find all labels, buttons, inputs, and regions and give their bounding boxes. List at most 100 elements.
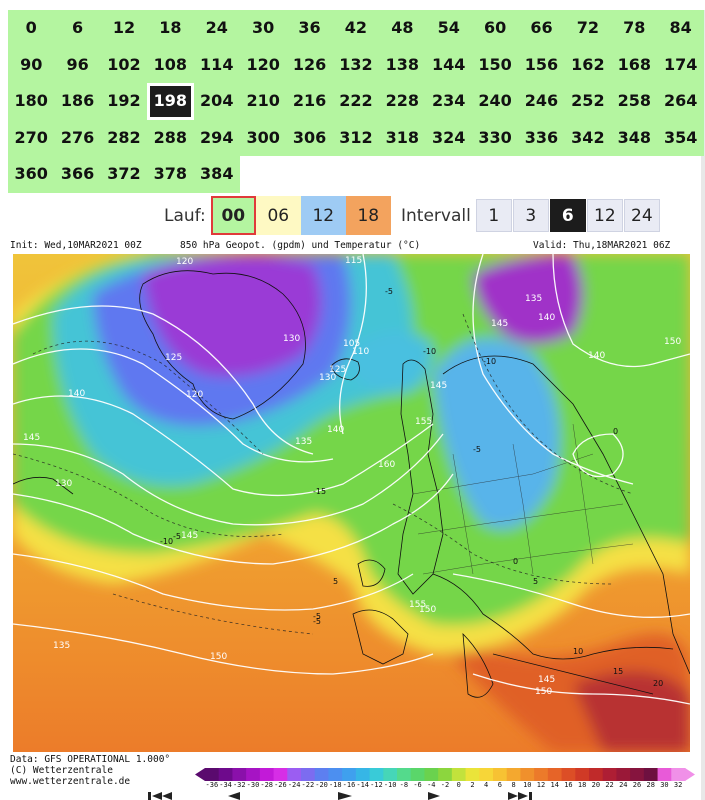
hour-66-button[interactable]: 66 <box>518 10 565 47</box>
hour-60-button[interactable]: 60 <box>471 10 519 47</box>
hour-192-button[interactable]: 192 <box>100 83 148 120</box>
hour-114-button[interactable]: 114 <box>193 46 240 83</box>
geopot-label: 130 <box>319 373 336 383</box>
hour-222-button[interactable]: 222 <box>332 83 380 120</box>
hour-120-button[interactable]: 120 <box>239 46 287 83</box>
hour-366-button[interactable]: 366 <box>54 156 101 193</box>
interval-3-button[interactable]: 3 <box>512 199 549 232</box>
hour-48-button[interactable]: 48 <box>379 10 426 47</box>
hour-102-button[interactable]: 102 <box>100 46 148 83</box>
geopot-label: 135 <box>53 641 70 651</box>
hour-168-button[interactable]: 168 <box>611 46 658 83</box>
run-18-button[interactable]: 18 <box>345 196 391 235</box>
hour-342-button[interactable]: 342 <box>564 119 612 156</box>
hour-36-button[interactable]: 36 <box>286 10 333 47</box>
colorbar-tick: 18 <box>577 781 587 789</box>
data-credit: Data: GFS OPERATIONAL 1.000° (C) Wetterz… <box>10 754 170 787</box>
hour-30-button[interactable]: 30 <box>239 10 287 47</box>
run-06-button[interactable]: 06 <box>255 196 301 235</box>
hour-384-button[interactable]: 384 <box>193 156 240 193</box>
colorbar-tick: -20 <box>315 781 328 789</box>
hour-228-button[interactable]: 228 <box>379 83 426 120</box>
hour-108-button[interactable]: 108 <box>147 46 194 83</box>
next-icon[interactable] <box>428 792 440 800</box>
temp-label: -10 <box>423 347 436 356</box>
interval-24-button[interactable]: 24 <box>623 199 660 232</box>
hour-216-button[interactable]: 216 <box>286 83 333 120</box>
colorbar-tick: 12 <box>536 781 546 789</box>
interval-6-button[interactable]: 6 <box>549 199 586 232</box>
interval-12-button[interactable]: 12 <box>586 199 623 232</box>
hour-306-button[interactable]: 306 <box>286 119 333 156</box>
scrollbar-track[interactable] <box>701 10 705 800</box>
hour-318-button[interactable]: 318 <box>379 119 426 156</box>
hour-row: 90 96 102 108 114 120 126 132 138 144 150 156 162 168… <box>8 46 704 83</box>
hour-258-button[interactable]: 258 <box>611 83 658 120</box>
hour-348-button[interactable]: 348 <box>611 119 658 156</box>
hour-72-button[interactable]: 72 <box>564 10 612 47</box>
hour-186-button[interactable]: 186 <box>54 83 101 120</box>
colorbar-swatch <box>246 768 261 781</box>
hour-180-button[interactable]: 180 <box>8 83 55 120</box>
hour-234-button[interactable]: 234 <box>425 83 472 120</box>
temperature-contours <box>13 313 634 635</box>
play-icon[interactable] <box>338 792 352 800</box>
hour-132-button[interactable]: 132 <box>332 46 380 83</box>
weather-map[interactable]: 120 1151301251201101051351401301251451401… <box>13 254 690 752</box>
hour-336-button[interactable]: 336 <box>518 119 565 156</box>
hour-354-button[interactable]: 354 <box>657 119 704 156</box>
hour-150-button[interactable]: 150 <box>471 46 519 83</box>
hour-42-button[interactable]: 42 <box>332 10 380 47</box>
temp-label: 0 <box>513 557 518 566</box>
hour-240-button[interactable]: 240 <box>471 83 519 120</box>
hour-300-button[interactable]: 300 <box>239 119 287 156</box>
hour-324-button[interactable]: 324 <box>425 119 472 156</box>
hour-264-button[interactable]: 264 <box>657 83 704 120</box>
hour-288-button[interactable]: 288 <box>147 119 194 156</box>
hour-138-button[interactable]: 138 <box>379 46 426 83</box>
hour-270-button[interactable]: 270 <box>8 119 55 156</box>
hour-162-button[interactable]: 162 <box>564 46 612 83</box>
colorbar-tick: -24 <box>287 781 301 789</box>
hour-54-button[interactable]: 54 <box>425 10 472 47</box>
hour-330-button[interactable]: 330 <box>471 119 519 156</box>
hour-0-button[interactable]: 0 <box>8 10 55 47</box>
hour-90-button[interactable]: 90 <box>8 46 55 83</box>
hour-276-button[interactable]: 276 <box>54 119 101 156</box>
colorbar-tick: 28 <box>646 781 655 789</box>
hour-294-button[interactable]: 294 <box>193 119 240 156</box>
run-12-button[interactable]: 12 <box>300 196 346 235</box>
hour-204-button[interactable]: 204 <box>193 83 240 120</box>
hour-360-button[interactable]: 360 <box>8 156 55 193</box>
hour-198-button[interactable]: 198 <box>147 83 194 120</box>
hour-6-button[interactable]: 6 <box>54 10 101 47</box>
prev-icon[interactable] <box>228 792 240 800</box>
hour-282-button[interactable]: 282 <box>100 119 148 156</box>
hour-24-button[interactable]: 24 <box>193 10 240 47</box>
colorbar-tick: -14 <box>356 781 370 789</box>
hour-126-button[interactable]: 126 <box>286 46 333 83</box>
hour-144-button[interactable]: 144 <box>425 46 472 83</box>
hour-96-button[interactable]: 96 <box>54 46 101 83</box>
hour-246-button[interactable]: 246 <box>518 83 565 120</box>
hour-378-button[interactable]: 378 <box>147 156 194 193</box>
first-icon[interactable] <box>148 792 172 800</box>
colorbar-swatch <box>479 768 494 781</box>
hour-84-button[interactable]: 84 <box>657 10 704 47</box>
interval-1-button[interactable]: 1 <box>475 199 512 232</box>
geopot-label: 120 <box>186 390 203 400</box>
hour-174-button[interactable]: 174 <box>657 46 704 83</box>
map-title: 850 hPa Geopot. (gpdm) und Temperatur (°… <box>180 240 421 251</box>
hour-row: 360 366 372 378 384 <box>8 156 670 193</box>
hour-372-button[interactable]: 372 <box>100 156 148 193</box>
hour-18-button[interactable]: 18 <box>147 10 194 47</box>
hour-12-button[interactable]: 12 <box>100 10 148 47</box>
hour-312-button[interactable]: 312 <box>332 119 380 156</box>
run-00-button[interactable]: 00 <box>210 196 256 235</box>
hour-156-button[interactable]: 156 <box>518 46 565 83</box>
temp-label: 10 <box>573 647 583 656</box>
hour-78-button[interactable]: 78 <box>611 10 658 47</box>
hour-252-button[interactable]: 252 <box>564 83 612 120</box>
hour-210-button[interactable]: 210 <box>239 83 287 120</box>
last-icon[interactable] <box>508 792 532 800</box>
